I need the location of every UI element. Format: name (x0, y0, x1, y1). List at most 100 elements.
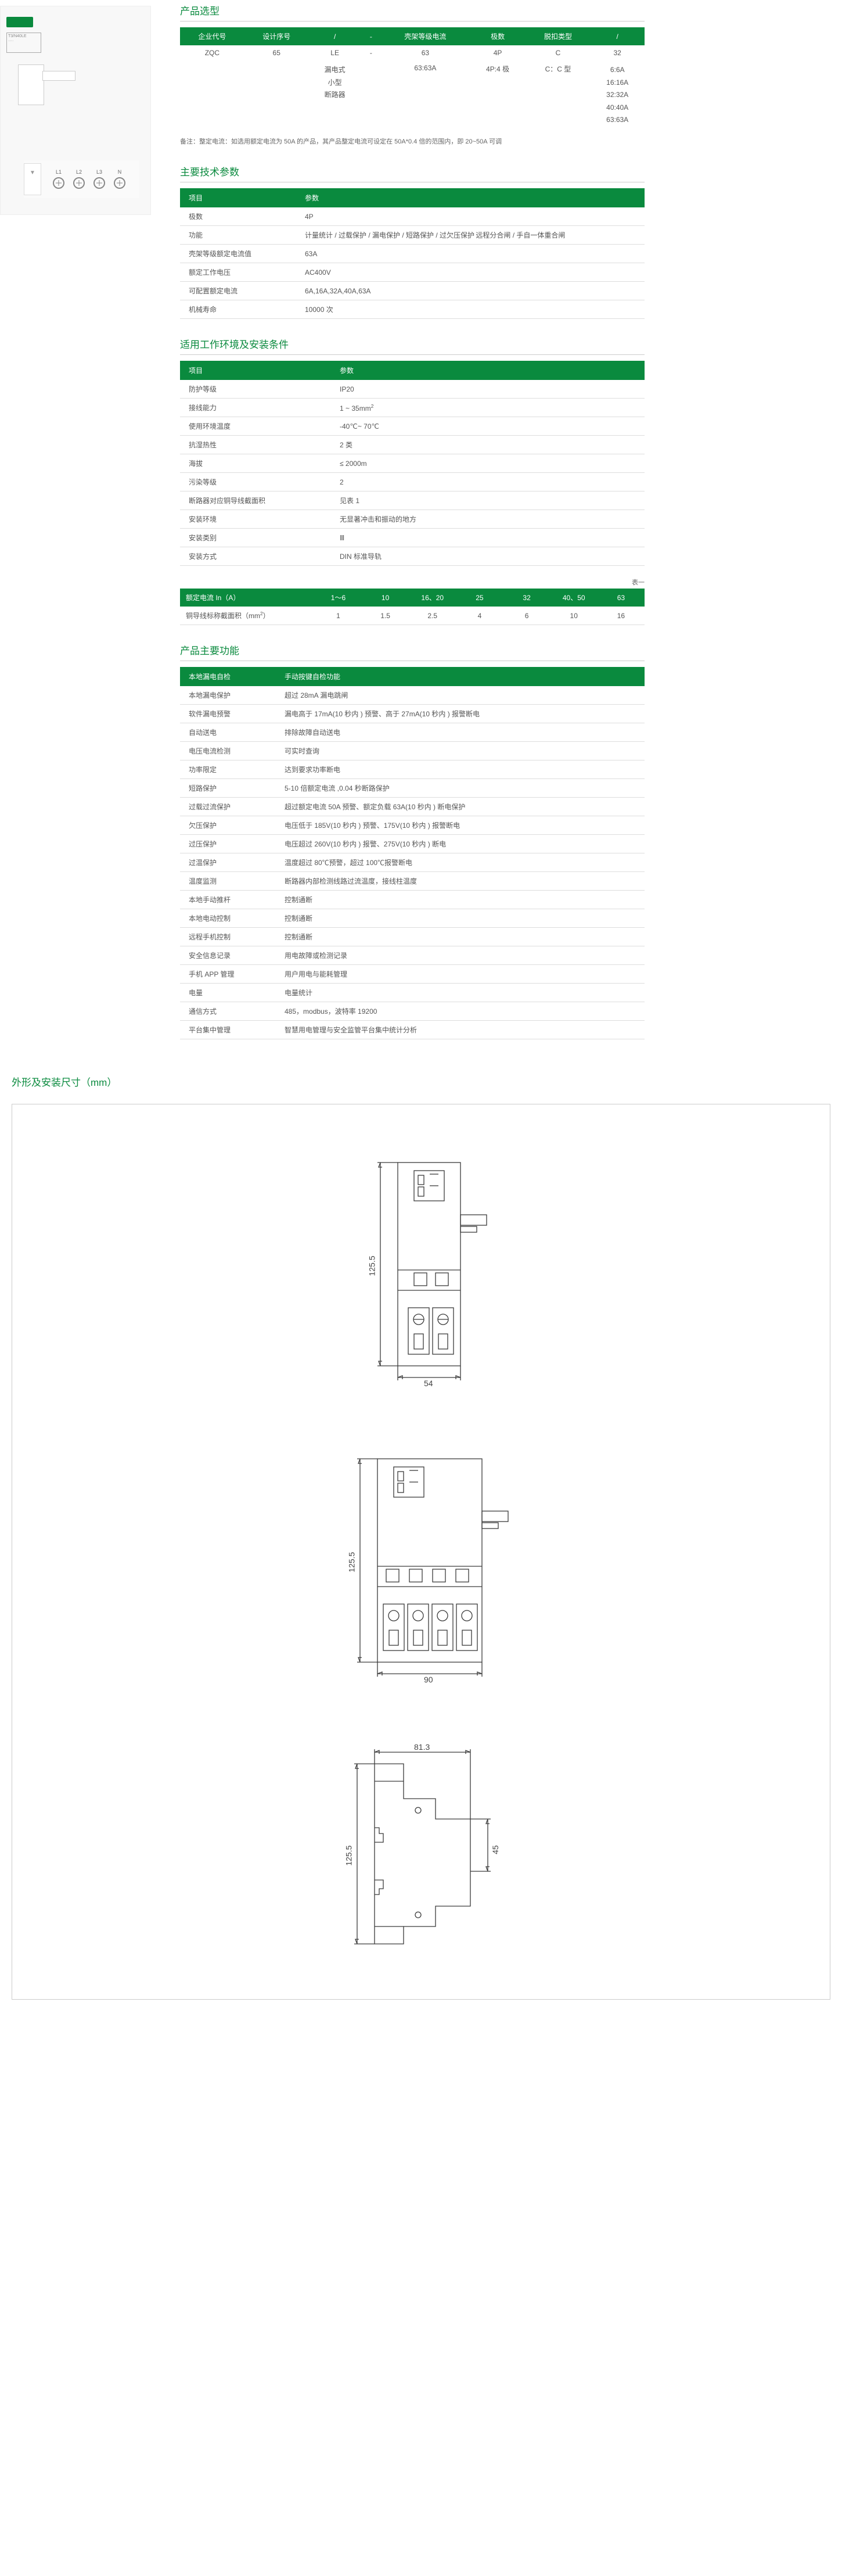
env-row-1-v: 1 ~ 35mm2 (331, 399, 645, 417)
func-row-12-v: 控制通断 (276, 909, 645, 928)
env-row-3-v: 2 类 (331, 436, 645, 454)
brand-badge (6, 17, 33, 27)
func-row-3-k: 电压电流检测 (180, 742, 276, 760)
tech-row-0-v: 4P (296, 207, 645, 226)
section-func-title: 产品主要功能 (180, 643, 645, 661)
func-row-1-k: 软件漏电预警 (180, 705, 276, 723)
section-dim-title: 外形及安装尺寸（mm） (12, 1074, 842, 1092)
env-row-7-v: 无显著冲击和振动的地方 (331, 510, 645, 529)
env-h2: 参数 (331, 361, 645, 380)
dim-1-width: 54 (424, 1379, 433, 1388)
func-row-16-k: 电量 (180, 984, 276, 1002)
device-handle (18, 64, 44, 105)
sel-h-1: 设计序号 (244, 27, 309, 45)
rated-h-1: 1～6 (315, 589, 362, 607)
func-table: 本地漏电自检 手动按键自检功能 本地漏电保护超过 28mA 漏电跳闸软件漏电预警… (180, 667, 645, 1039)
env-row-5-v: 2 (331, 473, 645, 491)
sel-r1-1: 65 (244, 45, 309, 60)
func-row-15-v: 用户用电与能耗管理 (276, 965, 645, 984)
env-row-5-k: 污染等级 (180, 473, 331, 491)
rated-r-1: 1 (315, 607, 362, 625)
func-row-7-k: 欠压保护 (180, 816, 276, 835)
env-row-4-v: ≤ 2000m (331, 454, 645, 473)
func-row-17-v: 485，modbus，波特率 19200 (276, 1002, 645, 1021)
func-row-12-k: 本地电动控制 (180, 909, 276, 928)
env-row-6-k: 断路器对应铜导线截面积 (180, 491, 331, 510)
sel-h-5: 极数 (470, 27, 526, 45)
env-row-1-k: 接线能力 (180, 399, 331, 417)
func-row-13-k: 远程手机控制 (180, 928, 276, 946)
tech-row-5-v: 10000 次 (296, 300, 645, 319)
sel-h-6: 脱扣类型 (526, 27, 591, 45)
func-row-13-v: 控制通断 (276, 928, 645, 946)
dim-3-width: 81.3 (414, 1742, 430, 1752)
env-row-2-k: 使用环境温度 (180, 417, 331, 436)
section-tech-title: 主要技术参数 (180, 164, 645, 182)
func-row-15-k: 手机 APP 管理 (180, 965, 276, 984)
tech-row-2-k: 壳架等级额定电流值 (180, 245, 296, 263)
func-row-10-k: 温度监测 (180, 872, 276, 891)
rated-r-0: 铜导线标称截面积（mm2） (180, 607, 315, 625)
func-row-14-v: 用电故障或检测记录 (276, 946, 645, 965)
device-label: T3/N40LE···· (6, 33, 41, 53)
section-selection-title: 产品选型 (180, 3, 645, 21)
env-row-0-v: IP20 (331, 380, 645, 399)
func-row-4-k: 功率限定 (180, 760, 276, 779)
func-row-6-v: 超过额定电流 50A 预警、额定负载 63A(10 秒内 ) 断电保护 (276, 798, 645, 816)
tech-row-2-v: 63A (296, 245, 645, 263)
table1-label: 表一 (180, 577, 645, 587)
env-row-2-v: -40℃~ 70℃ (331, 417, 645, 436)
tech-row-4-v: 6A,16A,32A,40A,63A (296, 282, 645, 300)
terminal-strip: L1 L2 L3 N (24, 160, 139, 198)
func-row-8-k: 过压保护 (180, 835, 276, 853)
sel-r2-vals: 6:6A 16:16A 32:32A 40:40A 63:63A (590, 60, 645, 130)
drawing-3: 81.3 125.5 45 (316, 1732, 526, 1964)
tech-row-1-k: 功能 (180, 226, 296, 245)
func-row-8-v: 电压超过 260V(10 秒内 ) 报警、275V(10 秒内 ) 断电 (276, 835, 645, 853)
dim-2-height: 125.5 (347, 1552, 357, 1573)
func-row-5-v: 5-10 倍额定电流 ,0.04 秒断路保护 (276, 779, 645, 798)
func-row-9-k: 过温保护 (180, 853, 276, 872)
drawing-1: 125.5 54 (346, 1139, 496, 1383)
tech-row-0-k: 极数 (180, 207, 296, 226)
tech-h1: 项目 (180, 188, 296, 207)
func-row-2-k: 自动送电 (180, 723, 276, 742)
env-row-4-k: 海拔 (180, 454, 331, 473)
rated-r-5: 6 (503, 607, 550, 625)
func-row-18-k: 平台集中管理 (180, 1021, 276, 1039)
sel-r1-3: - (361, 45, 382, 60)
device-image: T3/N40LE···· L1 L2 L3 N (0, 6, 151, 215)
tech-row-1-v: 计量统计 / 过载保护 / 漏电保护 / 短路保护 / 过欠压保护 远程分合闸 … (296, 226, 645, 245)
sel-r1-7: 32 (590, 45, 645, 60)
func-row-3-v: 可实时查询 (276, 742, 645, 760)
sel-r1-5: 4P (470, 45, 526, 60)
env-row-8-k: 安装类别 (180, 529, 331, 547)
toggle-switch (24, 163, 41, 195)
sel-r2-current: 63:63A (381, 60, 469, 130)
rated-r-7: 16 (598, 607, 645, 625)
sel-h-7: / (590, 27, 645, 45)
func-h1: 本地漏电自检 (180, 667, 276, 686)
sel-r1-2: LE (309, 45, 361, 60)
rated-h-3: 16、20 (409, 589, 456, 607)
dim-3-height: 125.5 (344, 1846, 354, 1866)
terminal-N: N (114, 169, 125, 189)
dim-2-width: 90 (424, 1675, 433, 1684)
sel-h-3: - (361, 27, 382, 45)
func-row-7-v: 电压低于 185V(10 秒内 ) 预警、175V(10 秒内 ) 报警断电 (276, 816, 645, 835)
tech-row-3-v: AC400V (296, 263, 645, 282)
rated-r-6: 10 (550, 607, 598, 625)
rated-r-2: 1.5 (362, 607, 409, 625)
terminal-L1: L1 (53, 169, 64, 189)
rated-h-6: 40、50 (550, 589, 598, 607)
rated-h-7: 63 (598, 589, 645, 607)
env-row-3-k: 抗湿热性 (180, 436, 331, 454)
dim-3-depth: 45 (491, 1846, 500, 1855)
func-row-16-v: 电量统计 (276, 984, 645, 1002)
env-row-6-v: 见表 1 (331, 491, 645, 510)
func-row-5-k: 短路保护 (180, 779, 276, 798)
func-row-0-k: 本地漏电保护 (180, 686, 276, 705)
tech-row-3-k: 额定工作电压 (180, 263, 296, 282)
func-h2: 手动按键自检功能 (276, 667, 645, 686)
selection-table: 企业代号 设计序号 / - 壳架等级电流 极数 脱扣类型 / ZQC 65 LE… (180, 27, 645, 130)
